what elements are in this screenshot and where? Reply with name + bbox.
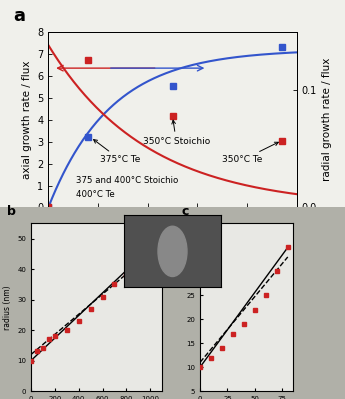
X-axis label: Half angle tan θ: Half angle tan θ [131,228,214,238]
Text: 350°C Te: 350°C Te [222,142,278,164]
Y-axis label: radial growth rate / flux: radial growth rate / flux [322,58,332,182]
Y-axis label: radius (nm): radius (nm) [3,285,12,330]
Text: c: c [181,205,189,218]
Text: 350°C Stoichio: 350°C Stoichio [143,120,210,146]
Text: 375°C Te: 375°C Te [93,140,141,164]
Y-axis label: axial growth rate / flux: axial growth rate / flux [22,61,32,179]
Text: b: b [8,205,16,218]
Text: 375 and 400°C Stoichio: 375 and 400°C Stoichio [76,176,178,186]
Text: 400°C Te: 400°C Te [76,190,115,199]
Ellipse shape [158,226,187,277]
Text: a: a [13,7,26,25]
